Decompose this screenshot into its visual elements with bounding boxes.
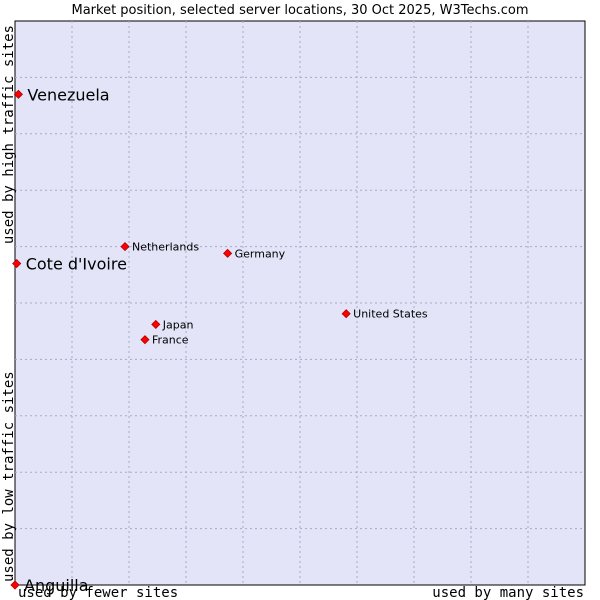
point-label-anguilla: Anguilla <box>24 576 89 595</box>
point-marker-japan <box>151 319 161 329</box>
point-marker-venezuela <box>13 89 23 99</box>
point-marker-france <box>140 335 150 345</box>
point-label-united-states: United States <box>353 308 428 321</box>
chart-title: Market position, selected server locatio… <box>71 3 528 18</box>
point-label-netherlands: Netherlands <box>132 241 199 254</box>
point-label-cote-d-ivoire: Cote d'Ivoire <box>26 255 127 274</box>
y-axis-label-bottom: used by low traffic sites <box>1 371 17 582</box>
point-label-japan: Japan <box>162 318 194 331</box>
point-marker-netherlands <box>120 242 130 252</box>
data-points: Venezuela Cote d'Ivoire Anguilla Netherland… <box>10 85 428 595</box>
x-axis-label-right: used by many sites <box>432 585 584 600</box>
grid-lines <box>15 21 585 585</box>
point-label-germany: Germany <box>235 247 286 260</box>
point-label-venezuela: Venezuela <box>27 85 109 104</box>
point-marker-germany <box>223 248 233 258</box>
y-axis-label-top: used by high traffic sites <box>1 25 17 244</box>
point-label-france: France <box>152 334 189 347</box>
point-marker-united-states <box>341 309 351 319</box>
x-axis-label-left: used by fewer sites <box>18 585 178 600</box>
point-marker-cote-d-ivoire <box>12 258 22 269</box>
point-marker-anguilla <box>10 580 20 590</box>
